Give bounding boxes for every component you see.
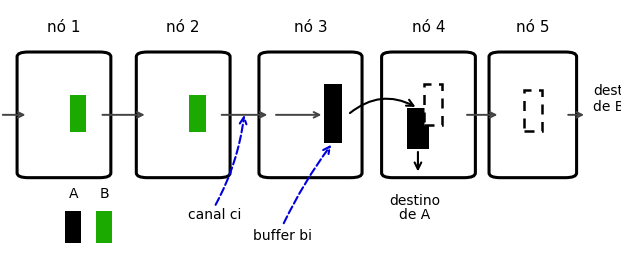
Text: nó 3: nó 3 (294, 20, 327, 35)
Text: de A: de A (399, 208, 430, 222)
Text: de B: de B (593, 100, 621, 114)
Bar (65, 211, 81, 243)
FancyBboxPatch shape (381, 52, 476, 178)
Text: B: B (99, 187, 109, 201)
Text: destino: destino (389, 194, 440, 208)
Bar (70, 95, 86, 132)
Text: nó 4: nó 4 (412, 20, 445, 35)
Text: nó 1: nó 1 (47, 20, 81, 35)
FancyBboxPatch shape (137, 52, 230, 178)
Bar (524, 90, 542, 131)
Bar (189, 95, 206, 132)
Text: nó 5: nó 5 (516, 20, 550, 35)
Text: buffer bi: buffer bi (253, 229, 312, 243)
Bar (96, 211, 112, 243)
Bar (324, 84, 342, 143)
Bar (407, 108, 429, 149)
FancyBboxPatch shape (489, 52, 576, 178)
Text: nó 2: nó 2 (166, 20, 200, 35)
Text: destino: destino (593, 84, 621, 98)
Text: canal ci: canal ci (188, 208, 241, 222)
Bar (424, 84, 442, 125)
FancyBboxPatch shape (259, 52, 362, 178)
Text: A: A (68, 187, 78, 201)
FancyBboxPatch shape (17, 52, 111, 178)
